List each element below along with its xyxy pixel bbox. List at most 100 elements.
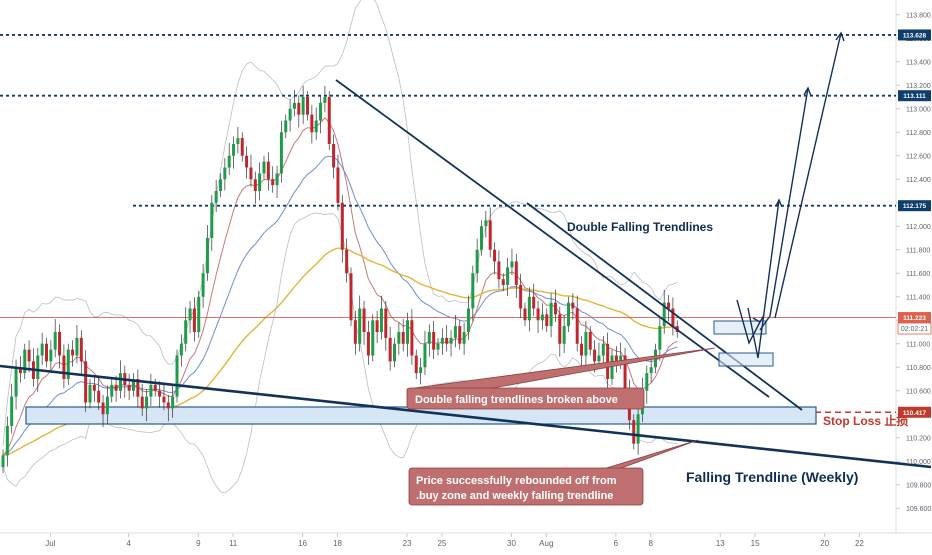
x-tick-label: 15 [751,539,760,548]
y-tick-label: 111.800 [906,247,930,254]
x-tick-label: 23 [403,539,412,548]
candle [179,334,183,367]
candle-body [619,355,623,362]
candle-body [79,337,83,362]
candle-body [349,273,353,321]
candle-body [58,332,62,356]
candle [158,381,162,408]
candle-body [510,261,514,268]
candle [480,220,483,256]
candle [606,332,610,389]
weekly-trendline-title: Falling Trendline (Weekly) [686,469,858,485]
candle [362,300,366,345]
candle [5,416,9,467]
candle-body [171,396,175,409]
candle-body [584,332,588,356]
price-label-box [898,200,931,212]
candle-body [406,320,410,344]
candle-body [266,161,270,180]
candle-body [223,167,227,180]
candle-body [506,267,510,285]
candle-body [580,343,584,356]
candle [366,320,370,365]
candle [136,369,140,408]
candle-body [219,179,222,191]
candle-body [601,343,605,356]
candle-body [336,167,340,203]
candle-body [253,179,257,191]
x-tick-label: 13 [716,539,725,548]
candle-body [301,97,305,115]
candle-body [384,308,388,338]
candle-body [549,302,553,327]
candle-body [249,167,253,180]
candle-body [497,261,501,280]
candle [349,267,353,327]
candle-body [192,308,196,332]
candle-body [45,343,48,362]
y-tick-label: 110.800 [906,365,931,372]
price-label-text: 110.417 [903,410,927,417]
candle-body [523,308,527,321]
candle-body [662,302,666,327]
candle-body [101,402,105,415]
candle [553,289,557,323]
candle [271,166,275,193]
y-tick-label: 112.000 [906,224,931,231]
candle-body [205,238,209,274]
rebound-callout-line2: .buy zone and weekly falling trendline [416,490,613,502]
y-tick-label: 110.000 [906,459,931,466]
candle [327,91,331,150]
candle [558,306,562,357]
candle [645,365,649,404]
candle-body [410,320,414,356]
y-tick-label: 113.000 [906,106,931,113]
candle-body [323,97,327,103]
candle [419,357,423,385]
candle [336,154,340,211]
candle [610,349,614,385]
candle [549,293,553,338]
candle-body [105,396,109,415]
candle-body [597,355,601,362]
candle-body [593,349,597,362]
y-tick-label: 110.200 [906,435,931,442]
y-tick-label: 112.600 [906,153,931,160]
candle-body [84,361,88,403]
candle-body [371,320,375,356]
y-tick-label: 112.800 [906,130,931,137]
price-label-text: 112.175 [903,203,927,210]
candle-body [353,320,357,344]
y-tick-label: 113.400 [906,59,931,66]
candle-body [671,308,675,327]
falling-trendline-lower [526,202,803,411]
candle-body [332,144,336,168]
candle [258,162,262,201]
y-tick-label: 111.400 [906,294,930,301]
candle-body [471,273,475,309]
candle-body [1,455,5,468]
candle [423,330,427,375]
candle-body [658,326,662,350]
candle-body [440,337,444,344]
candle-body [362,308,366,332]
candle [101,394,105,428]
candle-body [449,337,453,344]
candle [453,314,457,348]
candle-body [127,384,131,391]
candle-body [14,367,18,397]
candle-body [588,332,592,350]
candle [353,310,357,355]
candle-body [562,326,566,344]
candle [358,295,362,352]
candle-body [310,114,314,133]
candle [171,385,175,418]
candle-body [484,220,488,227]
candle-body [527,296,531,321]
candle-body [262,161,266,174]
candle-body [345,249,349,274]
candle [436,337,440,356]
candle-body [558,314,562,344]
candle [236,126,240,154]
